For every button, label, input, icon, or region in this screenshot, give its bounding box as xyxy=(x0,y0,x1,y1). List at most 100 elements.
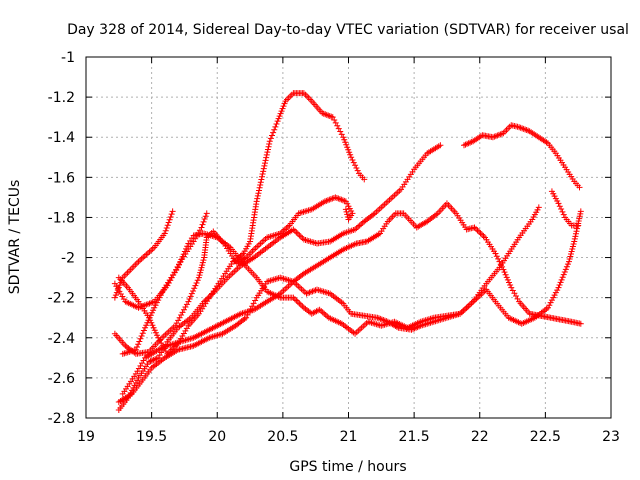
data-point xyxy=(153,299,160,306)
data-point xyxy=(143,251,150,258)
data-point xyxy=(564,261,571,268)
data-point xyxy=(176,261,183,268)
x-tick-label: 23 xyxy=(602,429,620,445)
data-point xyxy=(296,300,303,307)
data-point xyxy=(198,224,205,231)
data-point xyxy=(203,210,210,217)
data-point xyxy=(157,292,164,299)
data-point xyxy=(577,208,584,215)
data-point xyxy=(178,312,185,319)
data-point xyxy=(200,257,207,264)
data-point xyxy=(183,301,190,308)
data-point xyxy=(179,253,186,260)
data-point xyxy=(199,221,206,228)
y-tick-label: -1 xyxy=(61,50,75,66)
data-point xyxy=(192,282,199,289)
data-point xyxy=(137,257,144,264)
data-point xyxy=(556,203,563,210)
data-point xyxy=(132,346,139,353)
tick-labels: 19 19.5 20 20.5 21 21.5 22 22.5 23 -1 -1.2 -1.4 -1.6… xyxy=(48,50,620,445)
data-point xyxy=(197,269,204,276)
data-point xyxy=(555,284,562,291)
data-point xyxy=(557,279,564,286)
data-point xyxy=(345,216,352,223)
data-point xyxy=(132,379,139,386)
x-tick-label: 22.5 xyxy=(530,429,561,445)
data-point xyxy=(276,113,283,120)
data-point xyxy=(349,156,356,163)
data-point xyxy=(152,302,159,309)
data-point xyxy=(183,245,190,252)
data-point xyxy=(258,173,265,180)
data-point xyxy=(576,184,583,191)
data-point xyxy=(344,213,351,220)
data-point xyxy=(476,228,482,235)
data-point xyxy=(279,105,286,112)
y-tick-label: -2.6 xyxy=(48,371,75,387)
data-point xyxy=(196,272,203,279)
data-point xyxy=(250,300,257,307)
x-tick-label: 20.5 xyxy=(267,429,298,445)
chart-title: Day 328 of 2014, Sidereal Day-to-day VTE… xyxy=(67,22,629,38)
data-point xyxy=(182,304,189,311)
x-axis-label: GPS time / hours xyxy=(289,459,406,475)
data-point xyxy=(269,132,275,139)
data-point xyxy=(272,123,279,130)
data-point xyxy=(111,294,118,301)
data-point xyxy=(554,287,561,294)
data-point xyxy=(559,274,566,281)
data-point xyxy=(184,243,191,250)
data-point xyxy=(340,134,347,141)
y-tick-label: -2.2 xyxy=(48,291,75,307)
data-point xyxy=(138,333,145,340)
data-point xyxy=(501,269,508,276)
data-point xyxy=(134,377,141,384)
data-point xyxy=(148,247,155,254)
data-point xyxy=(559,208,566,215)
data-point xyxy=(163,224,170,231)
data-point xyxy=(139,360,145,367)
data-point xyxy=(181,306,187,313)
data-point xyxy=(337,128,344,135)
data-point xyxy=(568,248,575,255)
series-layer xyxy=(111,90,584,413)
data-point xyxy=(511,290,518,297)
data-point xyxy=(566,256,573,263)
data-point xyxy=(294,298,301,305)
data-point xyxy=(571,235,578,242)
data-point xyxy=(280,103,287,110)
data-point xyxy=(322,312,329,319)
data-point xyxy=(194,277,201,284)
data-point xyxy=(151,304,158,311)
data-point xyxy=(261,160,268,167)
data-point xyxy=(193,279,200,286)
data-point xyxy=(146,314,153,321)
data-point xyxy=(297,301,304,308)
data-point xyxy=(156,294,163,301)
data-point xyxy=(274,118,281,125)
data-point xyxy=(187,293,194,300)
data-point xyxy=(552,289,559,296)
data-point xyxy=(496,258,503,265)
data-point xyxy=(344,144,351,151)
data-point xyxy=(176,314,183,321)
data-point xyxy=(266,140,273,147)
data-point xyxy=(561,268,568,275)
data-point xyxy=(574,225,581,232)
data-point xyxy=(569,243,576,250)
data-point xyxy=(358,221,365,228)
data-point xyxy=(135,341,142,348)
data-point xyxy=(162,227,169,234)
data-point xyxy=(567,251,574,258)
data-point xyxy=(342,206,349,213)
data-point xyxy=(321,310,328,317)
data-point xyxy=(473,225,479,232)
data-point xyxy=(140,357,147,364)
data-point xyxy=(130,384,137,391)
x-tick-label: 21.5 xyxy=(399,429,430,445)
data-point xyxy=(343,208,350,215)
y-tick-label: -2 xyxy=(61,251,75,267)
data-point xyxy=(201,216,208,223)
data-point xyxy=(296,232,303,239)
